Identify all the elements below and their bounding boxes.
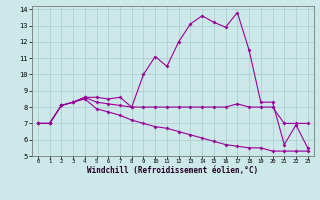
X-axis label: Windchill (Refroidissement éolien,°C): Windchill (Refroidissement éolien,°C) (87, 166, 258, 175)
